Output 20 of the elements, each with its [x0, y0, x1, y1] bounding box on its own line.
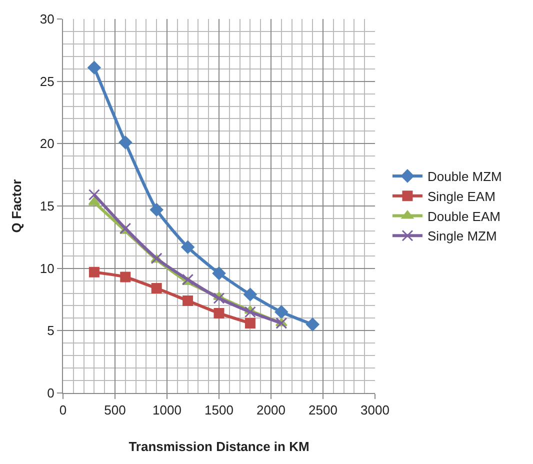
y-tick-label: 15 [40, 198, 54, 214]
y-tick-label: 0 [47, 386, 54, 401]
y-axis-title: Q Factor [8, 179, 24, 233]
y-tick-label: 25 [40, 74, 54, 89]
legend-label: Double MZM [427, 169, 502, 184]
y-tick-label: 5 [47, 323, 54, 338]
x-axis-title: Transmission Distance in KM [128, 439, 310, 454]
x-tick-label: 0 [59, 402, 67, 418]
x-tick-label: 2000 [256, 402, 286, 418]
legend-label: Single MZM [427, 228, 497, 244]
legend-label: Double EAM [427, 208, 500, 224]
x-tick-label: 2500 [308, 402, 338, 418]
y-tick-label: 30 [40, 12, 54, 27]
x-tick-label: 1000 [152, 402, 182, 418]
y-tick-label: 20 [40, 136, 54, 152]
legend-label: Single EAM [427, 188, 496, 204]
y-tick-label: 10 [40, 260, 54, 276]
x-tick-label: 1500 [204, 402, 234, 418]
x-tick-label: 3000 [360, 402, 390, 418]
x-tick-label: 500 [104, 402, 126, 418]
